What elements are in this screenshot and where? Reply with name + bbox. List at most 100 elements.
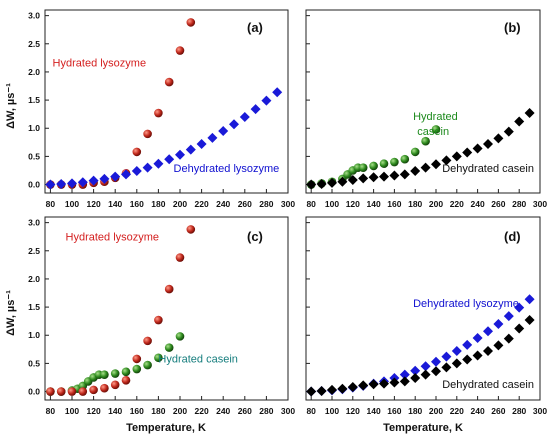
- data-points: [46, 225, 196, 396]
- x-tick-label: 120: [346, 199, 360, 209]
- dehydrated-casein-point: [420, 162, 431, 173]
- hydrated-lysozyme-point: [154, 108, 163, 118]
- annotation-label: Dehydrated lysozyme: [174, 163, 280, 175]
- y-axis-ticks: 0.0 0.5 1.0 1.5 2.0 2.5 3.0: [28, 218, 49, 397]
- x-tick-label: 300: [281, 406, 295, 416]
- hydrated-casein-point: [175, 332, 185, 341]
- dehydrated-casein-point: [441, 362, 452, 373]
- dehydrated-casein-point: [503, 333, 514, 344]
- y-tick-label: 0.5: [28, 151, 40, 161]
- dehydrated-casein-point: [431, 366, 441, 377]
- hydrated-lysozyme-point: [143, 129, 152, 139]
- data-points: [306, 294, 535, 397]
- annotation-label: Dehydrated lysozyme: [413, 298, 519, 310]
- hydrated-lysozyme-point: [110, 380, 120, 390]
- annotation-label: Dehydrated casein: [442, 379, 534, 391]
- x-tick-label: 80: [306, 199, 316, 209]
- dehydrated-casein-point: [410, 373, 421, 384]
- dehydrated-lysozyme-point: [272, 87, 283, 98]
- dehydrated-lysozyme-point: [239, 111, 250, 122]
- x-tick-label: 120: [346, 406, 360, 416]
- x-tick-label: 240: [471, 199, 485, 209]
- dehydrated-casein-point: [514, 116, 525, 127]
- y-axis-ticks: 0.0 0.5 1.0 1.5 2.0 2.5 3.0: [28, 11, 49, 190]
- x-tick-label: 200: [173, 406, 187, 416]
- panel-a: 0.0 0.5 1.0 1.5 2.0 2.5 3.0 80 100 120 140 160 180 2…: [28, 9, 295, 209]
- dehydrated-casein-point: [347, 175, 358, 186]
- hydrated-lysozyme-point: [175, 253, 185, 262]
- panel-label-d: (d): [504, 229, 521, 244]
- dehydrated-lysozyme-point: [110, 171, 121, 182]
- x-tick-label: 260: [491, 406, 505, 416]
- x-tick-label: 240: [471, 406, 485, 416]
- dehydrated-casein-point: [389, 170, 400, 181]
- dehydrated-lysozyme-point: [229, 119, 239, 130]
- dehydrated-lysozyme-point: [88, 175, 99, 186]
- dehydrated-casein-point: [389, 377, 400, 388]
- x-tick-label: 200: [429, 199, 443, 209]
- dehydrated-lysozyme-point: [153, 158, 164, 169]
- hydrated-lysozyme-point: [186, 225, 196, 234]
- hydrated-lysozyme-point: [143, 336, 152, 346]
- y-axis-title-bottom: ΔW, µs⁻¹: [5, 290, 17, 336]
- hydrated-lysozyme-point: [46, 387, 55, 396]
- dehydrated-lysozyme-point: [431, 356, 441, 367]
- hydrated-lysozyme-point: [164, 284, 174, 294]
- y-tick-label: 2.5: [28, 246, 40, 256]
- dehydrated-lysozyme-point: [196, 139, 207, 150]
- dehydrated-casein-point: [337, 383, 348, 394]
- y-tick-label: 1.5: [28, 95, 40, 105]
- x-tick-label: 120: [87, 406, 101, 416]
- dehydrated-lysozyme-point: [441, 351, 452, 362]
- y-tick-label: 0.5: [28, 358, 40, 368]
- dehydrated-lysozyme-point: [67, 178, 77, 189]
- x-tick-label: 180: [151, 199, 165, 209]
- hydrated-casein-point: [110, 369, 120, 378]
- plot-frame: [305, 216, 541, 401]
- data-points: [306, 108, 535, 190]
- dehydrated-lysozyme-point: [56, 178, 67, 189]
- dehydrated-casein-point: [347, 382, 358, 393]
- x-axis-ticks: 80 100 120 140 160 180 200 220 240 260 280 300: [306, 396, 547, 416]
- annotations: Dehydrated lysozyme Dehydrated casein: [413, 298, 534, 391]
- y-tick-label: 3.0: [28, 11, 40, 21]
- dehydrated-lysozyme-point: [451, 346, 462, 357]
- y-tick-label: 1.5: [28, 302, 40, 312]
- x-axis-ticks: 80 100 120 140 160 180 200 220 240 260 280 300: [46, 189, 295, 209]
- y-tick-label: 0.0: [28, 387, 40, 397]
- x-tick-label: 120: [87, 199, 101, 209]
- x-tick-label: 260: [238, 406, 252, 416]
- x-tick-label: 140: [108, 406, 122, 416]
- x-tick-label: 280: [512, 406, 526, 416]
- dehydrated-casein-point: [472, 143, 483, 154]
- x-tick-label: 300: [281, 199, 295, 209]
- dehydrated-lysozyme-point: [164, 154, 175, 165]
- dehydrated-casein-point: [441, 155, 452, 166]
- hydrated-casein-point: [143, 360, 152, 370]
- hydrated-casein-point: [421, 136, 430, 146]
- annotation-label: Dehydrated casein: [442, 163, 534, 175]
- dehydrated-casein-point: [358, 173, 369, 184]
- x-axis-ticks: 80 100 120 140 160 180 200 220 240 260 280 300: [306, 189, 547, 209]
- dehydrated-casein-point: [472, 350, 483, 361]
- dehydrated-lysozyme-point: [45, 179, 56, 190]
- x-tick-label: 160: [130, 406, 144, 416]
- hydrated-lysozyme-point: [132, 354, 142, 364]
- x-tick-label: 100: [325, 406, 339, 416]
- dehydrated-casein-point: [358, 380, 369, 391]
- hydrated-lysozyme-point: [89, 385, 98, 395]
- panel-label-c: (c): [247, 229, 263, 244]
- y-tick-label: 0.0: [28, 180, 40, 190]
- hydrated-lysozyme-point: [78, 387, 88, 396]
- x-tick-label: 260: [238, 199, 252, 209]
- y-axis-title-top: ΔW, µs⁻¹: [5, 83, 17, 129]
- x-tick-label: 240: [216, 199, 230, 209]
- dehydrated-lysozyme-point: [503, 311, 514, 322]
- dehydrated-casein-point: [451, 358, 462, 369]
- x-tick-label: 180: [408, 199, 422, 209]
- x-tick-label: 80: [306, 406, 316, 416]
- annotations: Hydrated lysozyme Hydrated casein: [66, 232, 238, 366]
- x-tick-label: 220: [450, 406, 464, 416]
- plot-frame: [305, 9, 541, 194]
- dehydrated-lysozyme-point: [218, 126, 229, 137]
